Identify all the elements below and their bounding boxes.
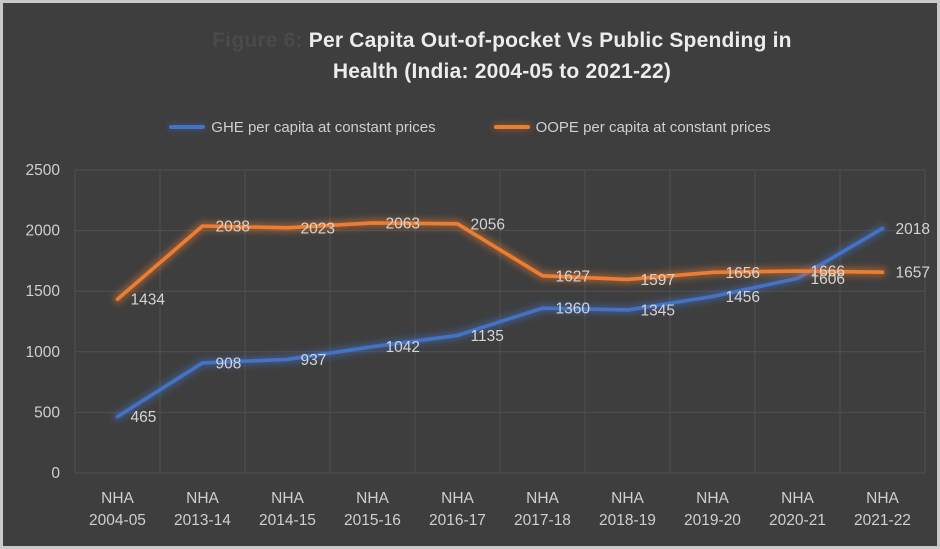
x-tick-label: NHA 2004-05 — [89, 490, 146, 529]
y-tick-label: 500 — [34, 404, 60, 421]
data-label: 1135 — [471, 328, 504, 345]
y-tick-label: 0 — [51, 465, 60, 482]
data-labels: 465 908 937 1042 1135 1360 1345 1456 1606 2018 143… — [131, 215, 930, 426]
data-label: 937 — [301, 352, 327, 369]
data-label: 1456 — [726, 289, 760, 306]
y-tick-label: 1500 — [26, 283, 61, 300]
series-path — [115, 221, 885, 301]
title-text-line1: Per Capita Out-of-pocket Vs Public Spend… — [308, 29, 792, 52]
data-label: 1606 — [811, 271, 845, 288]
data-label: 2056 — [471, 216, 505, 233]
chart-title-line2: Health (India: 2004-05 to 2021-22) — [332, 60, 672, 83]
y-tick-label: 2500 — [26, 162, 61, 179]
x-tick-label: NHA 2014-15 — [259, 490, 316, 529]
data-label: 2018 — [896, 221, 930, 238]
y-tick-label: 2000 — [26, 223, 61, 240]
x-axis-category-labels: NHA 2004-05 NHA 2013-14 NHA 2014-15 NHA 2015-16… — [89, 490, 911, 529]
chart-legend: GHE per capita at constant prices OOPE p… — [3, 114, 937, 140]
y-axis-tick-labels: 0 500 1000 1500 2000 2500 — [26, 162, 61, 482]
data-label: 908 — [216, 355, 242, 372]
line-chart-plot-area: 0 500 1000 1500 2000 2500 NHA 2004-05 NHA 2013-14… — [26, 162, 930, 529]
data-label: 465 — [131, 409, 157, 426]
series-line-oope — [113, 218, 887, 304]
series-line-ghe — [113, 223, 887, 422]
y-tick-label: 1000 — [26, 344, 61, 361]
data-label: 1627 — [556, 268, 590, 285]
chart-title: Figure 6: Per Capita Out-of-pocket Vs Pu… — [3, 25, 937, 87]
x-tick-label: NHA 2015-16 — [344, 490, 401, 529]
data-label: 1657 — [896, 265, 930, 282]
data-label: 1360 — [556, 301, 591, 318]
x-tick-label: NHA 2013-14 — [174, 490, 231, 529]
oope-line-swatch — [493, 125, 530, 129]
ghe-line-swatch — [169, 125, 206, 129]
oope-legend-label: OOPE per capita at constant prices — [535, 118, 771, 136]
data-label: 2063 — [386, 215, 420, 232]
figure-number-label: Figure 6: — [212, 29, 303, 52]
legend-item-oope: OOPE per capita at constant prices — [493, 118, 771, 136]
x-tick-label: NHA 2020-21 — [769, 490, 826, 529]
chart-title-line1: Figure 6: Per Capita Out-of-pocket Vs Pu… — [67, 25, 937, 56]
data-label: 1042 — [386, 339, 420, 356]
ghe-legend-label: GHE per capita at constant prices — [211, 118, 436, 136]
x-tick-label: NHA 2021-22 — [854, 490, 911, 529]
x-tick-label: NHA 2016-17 — [429, 490, 486, 529]
data-label: 1345 — [641, 302, 675, 319]
x-tick-label: NHA 2019-20 — [684, 490, 741, 529]
data-label: 1434 — [131, 292, 166, 309]
legend-item-ghe: GHE per capita at constant prices — [169, 118, 436, 136]
data-label: 1597 — [641, 272, 675, 289]
data-label: 2023 — [301, 220, 335, 237]
x-tick-label: NHA 2017-18 — [514, 490, 571, 529]
x-tick-label: NHA 2018-19 — [599, 490, 656, 529]
gridlines — [74, 169, 926, 474]
series-path — [115, 226, 885, 419]
data-label: 1656 — [726, 265, 760, 282]
data-label: 2038 — [216, 218, 250, 235]
data-label: 1666 — [811, 264, 845, 281]
